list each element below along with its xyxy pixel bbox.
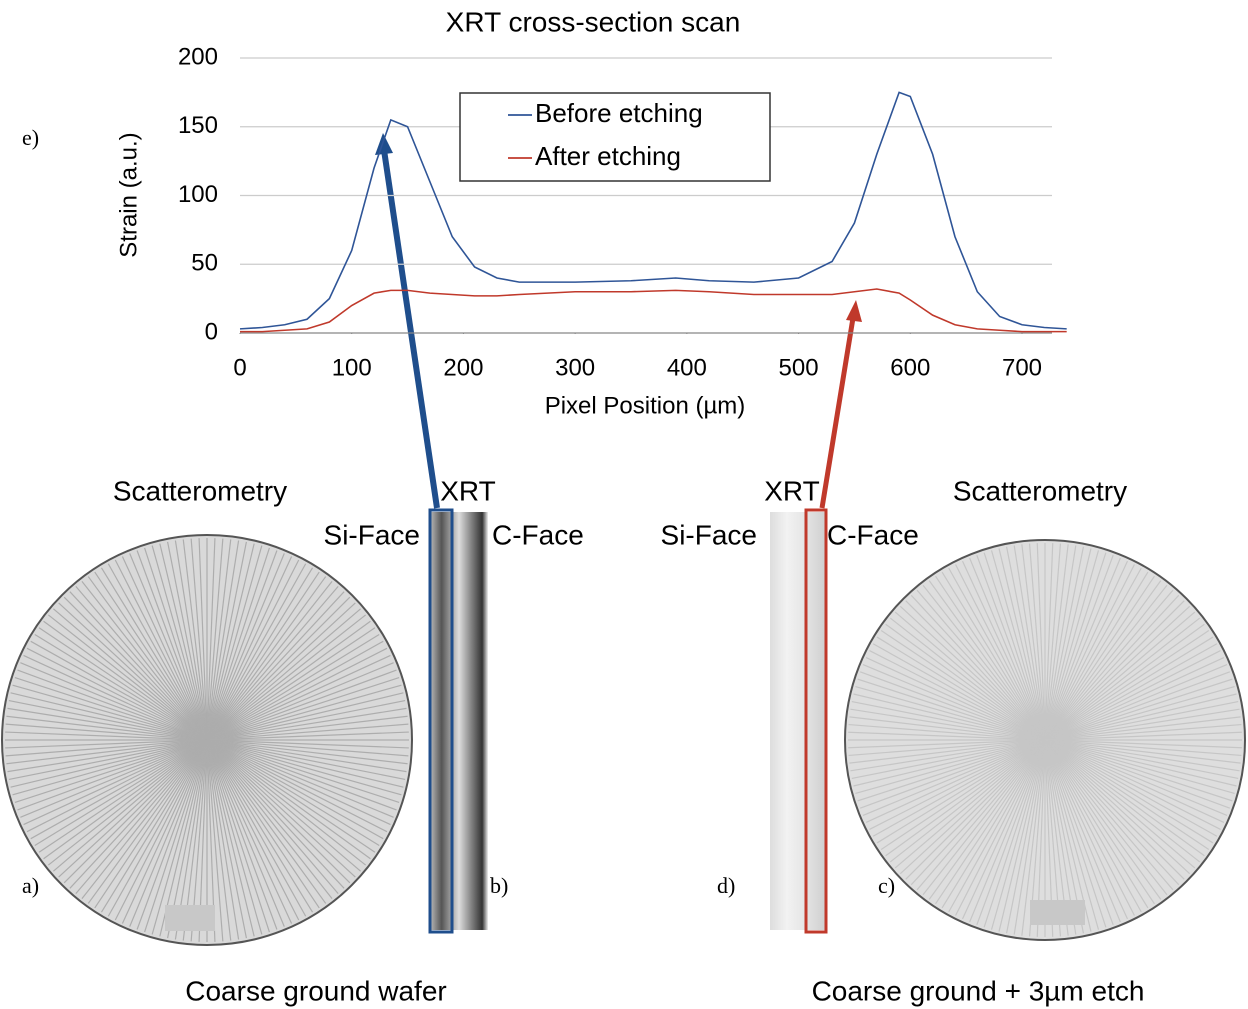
x-tick-label: 200 (443, 354, 483, 381)
arrow (822, 318, 853, 508)
wafer-texture (5, 538, 409, 942)
arrow (384, 150, 437, 508)
chart-title: XRT cross-section scan (446, 6, 741, 37)
xrt-strip (430, 512, 488, 930)
caption: Coarse ground + 3µm etch (812, 975, 1145, 1006)
legend-label: After etching (535, 141, 681, 171)
label: C-Face (827, 519, 919, 550)
label: C-Face (492, 519, 584, 550)
x-tick-label: 500 (779, 354, 819, 381)
wafer-texture (848, 543, 1242, 937)
label: Si-Face (661, 519, 757, 550)
right-images (770, 300, 1245, 940)
x-axis-label: Pixel Position (µm) (545, 392, 746, 419)
label: XRT (440, 475, 496, 506)
caption: Coarse ground wafer (185, 975, 446, 1006)
arrow-head (846, 300, 862, 322)
panel-label: b) (490, 873, 508, 898)
wafer-flat (1030, 900, 1085, 925)
panel-label: d) (717, 873, 735, 898)
panel-label: c) (878, 873, 895, 898)
panel-label: e) (22, 125, 39, 150)
y-tick-label: 150 (178, 112, 218, 139)
data-line (240, 289, 1067, 332)
y-tick-label: 50 (191, 250, 218, 277)
y-tick-label: 200 (178, 43, 218, 70)
legend-label: Before etching (535, 98, 703, 128)
arrow-head (375, 133, 393, 155)
x-tick-label: 400 (667, 354, 707, 381)
panel-label: a) (22, 873, 39, 898)
label: Si-Face (324, 519, 420, 550)
wafer-flat (165, 905, 215, 931)
x-tick-label: 600 (890, 354, 930, 381)
x-tick-label: 100 (332, 354, 372, 381)
label: XRT (764, 475, 820, 506)
x-tick-label: 0 (233, 354, 246, 381)
label: Scatterometry (113, 475, 287, 506)
xrt-strip (770, 512, 826, 930)
y-axis-label: Strain (a.u.) (115, 132, 142, 257)
y-tick-label: 0 (205, 318, 218, 345)
x-tick-label: 700 (1002, 354, 1042, 381)
x-tick-label: 300 (555, 354, 595, 381)
y-tick-label: 100 (178, 181, 218, 208)
figure: XRT cross-section scan Strain (a.u.) Pix… (0, 0, 1248, 1009)
label: Scatterometry (953, 475, 1127, 506)
